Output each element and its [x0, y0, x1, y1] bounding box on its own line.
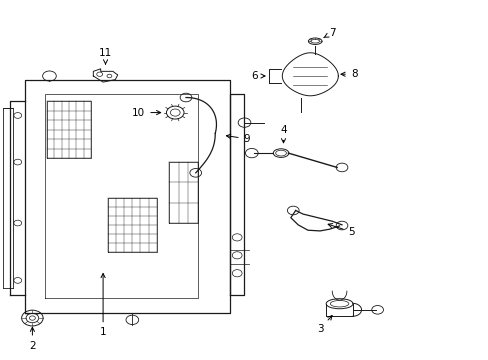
Text: 1: 1 [100, 274, 106, 337]
Text: 5: 5 [327, 224, 354, 237]
Text: 10: 10 [132, 108, 161, 118]
Text: 2: 2 [29, 327, 36, 351]
Text: 4: 4 [280, 125, 286, 143]
Text: 9: 9 [226, 134, 250, 144]
Text: 6: 6 [250, 71, 264, 81]
Text: 11: 11 [99, 48, 112, 64]
Text: 8: 8 [340, 69, 357, 79]
Text: 3: 3 [316, 316, 331, 334]
Text: 7: 7 [323, 28, 335, 38]
